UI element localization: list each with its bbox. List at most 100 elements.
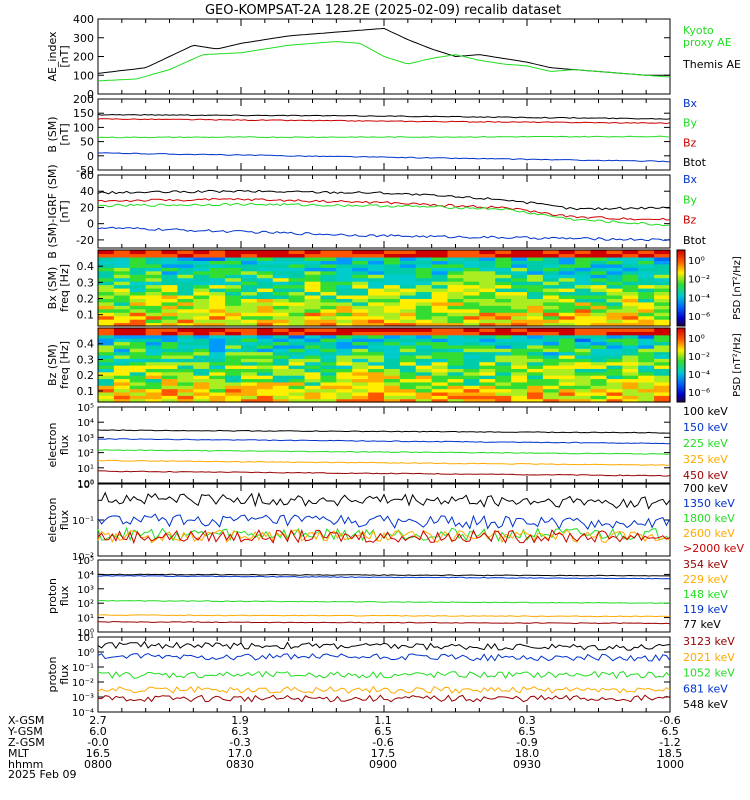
heatmap-cell bbox=[574, 341, 592, 346]
heatmap-cell bbox=[542, 291, 560, 296]
heatmap-cell bbox=[368, 274, 385, 279]
heatmap-cell bbox=[225, 305, 242, 310]
heatmap-cell bbox=[654, 312, 671, 317]
heatmap-cell bbox=[495, 365, 512, 369]
heatmap-cell bbox=[495, 305, 512, 310]
heatmap-cell bbox=[145, 250, 163, 255]
ytick-label: 10⁻² bbox=[72, 678, 94, 689]
heatmap-cell bbox=[431, 375, 449, 380]
series-line bbox=[97, 470, 671, 477]
heatmap-cell bbox=[193, 250, 210, 255]
heatmap-cell bbox=[209, 338, 226, 343]
heatmap-cell bbox=[527, 354, 544, 359]
heatmap-cell bbox=[479, 263, 496, 268]
heatmap-cell bbox=[193, 253, 210, 258]
series-line bbox=[97, 135, 670, 139]
heatmap-cell bbox=[209, 308, 226, 313]
heatmap-cell bbox=[527, 328, 544, 332]
heatmap-cell bbox=[177, 368, 194, 373]
heatmap-cell bbox=[241, 294, 258, 299]
series-line bbox=[97, 491, 671, 510]
heatmap-cell bbox=[320, 334, 337, 339]
ephemeris-value: 6.5 bbox=[374, 725, 392, 738]
legend-entry: proxy AE bbox=[683, 36, 732, 49]
heatmap-cell bbox=[415, 361, 433, 366]
heatmap-cell bbox=[368, 322, 385, 327]
heatmap-cell bbox=[225, 267, 242, 272]
heatmap-cell bbox=[113, 341, 131, 346]
heatmap-cell bbox=[654, 348, 671, 353]
heatmap-cell bbox=[479, 294, 496, 299]
heatmap-cell bbox=[352, 250, 369, 255]
heatmap-cell bbox=[113, 358, 131, 363]
heatmap-cell bbox=[622, 270, 639, 275]
heatmap-cell bbox=[288, 358, 306, 363]
panel-1-ylabel: AE_index bbox=[46, 31, 59, 82]
heatmap-cell bbox=[558, 351, 576, 356]
heatmap-cell bbox=[320, 253, 337, 258]
heatmap-cell bbox=[622, 388, 639, 393]
heatmap-cell bbox=[431, 395, 449, 400]
panel-7-ylabel: electron bbox=[46, 498, 59, 543]
heatmap-cell bbox=[336, 398, 353, 403]
heatmap-cell bbox=[225, 371, 242, 376]
heatmap-cell bbox=[113, 395, 131, 400]
heatmap-cell bbox=[320, 294, 337, 299]
heatmap-cell bbox=[622, 250, 639, 255]
heatmap-cell bbox=[98, 388, 115, 393]
heatmap-cell bbox=[129, 315, 147, 320]
heatmap-cell bbox=[511, 312, 528, 317]
heatmap-cell bbox=[98, 398, 115, 403]
heatmap-cell bbox=[479, 270, 496, 275]
heatmap-cell bbox=[384, 308, 401, 313]
heatmap-cell bbox=[129, 312, 147, 317]
heatmap-cell bbox=[527, 371, 544, 376]
ytick-label: 0 bbox=[87, 218, 94, 231]
heatmap-cell bbox=[542, 288, 560, 293]
heatmap-cell bbox=[606, 398, 623, 403]
heatmap-cell bbox=[352, 368, 369, 373]
heatmap-cell bbox=[145, 277, 163, 282]
heatmap-cell bbox=[384, 381, 401, 386]
heatmap-cell bbox=[241, 291, 258, 296]
heatmap-cell bbox=[272, 378, 290, 383]
heatmap-cell bbox=[129, 375, 147, 380]
ephemeris-value: 16.5 bbox=[86, 747, 111, 760]
heatmap-cell bbox=[272, 398, 290, 403]
heatmap-cell bbox=[209, 385, 226, 390]
heatmap-cell bbox=[590, 256, 608, 261]
heatmap-cell bbox=[447, 250, 465, 255]
heatmap-cell bbox=[511, 365, 528, 369]
legend-entry: Bx bbox=[683, 173, 698, 186]
heatmap-cell bbox=[574, 319, 592, 324]
heatmap-cell bbox=[606, 368, 623, 373]
heatmap-cell bbox=[145, 267, 163, 272]
heatmap-cell bbox=[415, 398, 433, 403]
heatmap-cell bbox=[209, 348, 226, 353]
ytick-label: 10³ bbox=[77, 433, 94, 444]
heatmap-cell bbox=[177, 256, 194, 261]
heatmap-cell bbox=[431, 267, 449, 272]
heatmap-cell bbox=[225, 331, 242, 336]
heatmap-cell bbox=[129, 395, 147, 400]
heatmap-cell bbox=[209, 398, 226, 403]
ytick-label: 0.4 bbox=[77, 338, 95, 351]
heatmap-cell bbox=[336, 284, 353, 289]
heatmap-cell bbox=[272, 381, 290, 386]
heatmap-cell bbox=[368, 319, 385, 324]
heatmap-cell bbox=[98, 284, 115, 289]
panel-3-ylabel: [nT] bbox=[58, 200, 71, 222]
heatmap-cell bbox=[368, 381, 385, 386]
heatmap-cell bbox=[113, 375, 131, 380]
heatmap-cell bbox=[495, 281, 512, 286]
heatmap-cell bbox=[415, 365, 433, 369]
heatmap-cell bbox=[145, 331, 163, 336]
heatmap-cell bbox=[638, 398, 655, 403]
heatmap-cell bbox=[98, 341, 115, 346]
heatmap-cell bbox=[574, 354, 592, 359]
heatmap-cell bbox=[129, 361, 147, 366]
heatmap-cell bbox=[606, 381, 623, 386]
heatmap-cell bbox=[606, 319, 623, 324]
heatmap-cell bbox=[622, 348, 639, 353]
heatmap-cell bbox=[225, 319, 242, 324]
